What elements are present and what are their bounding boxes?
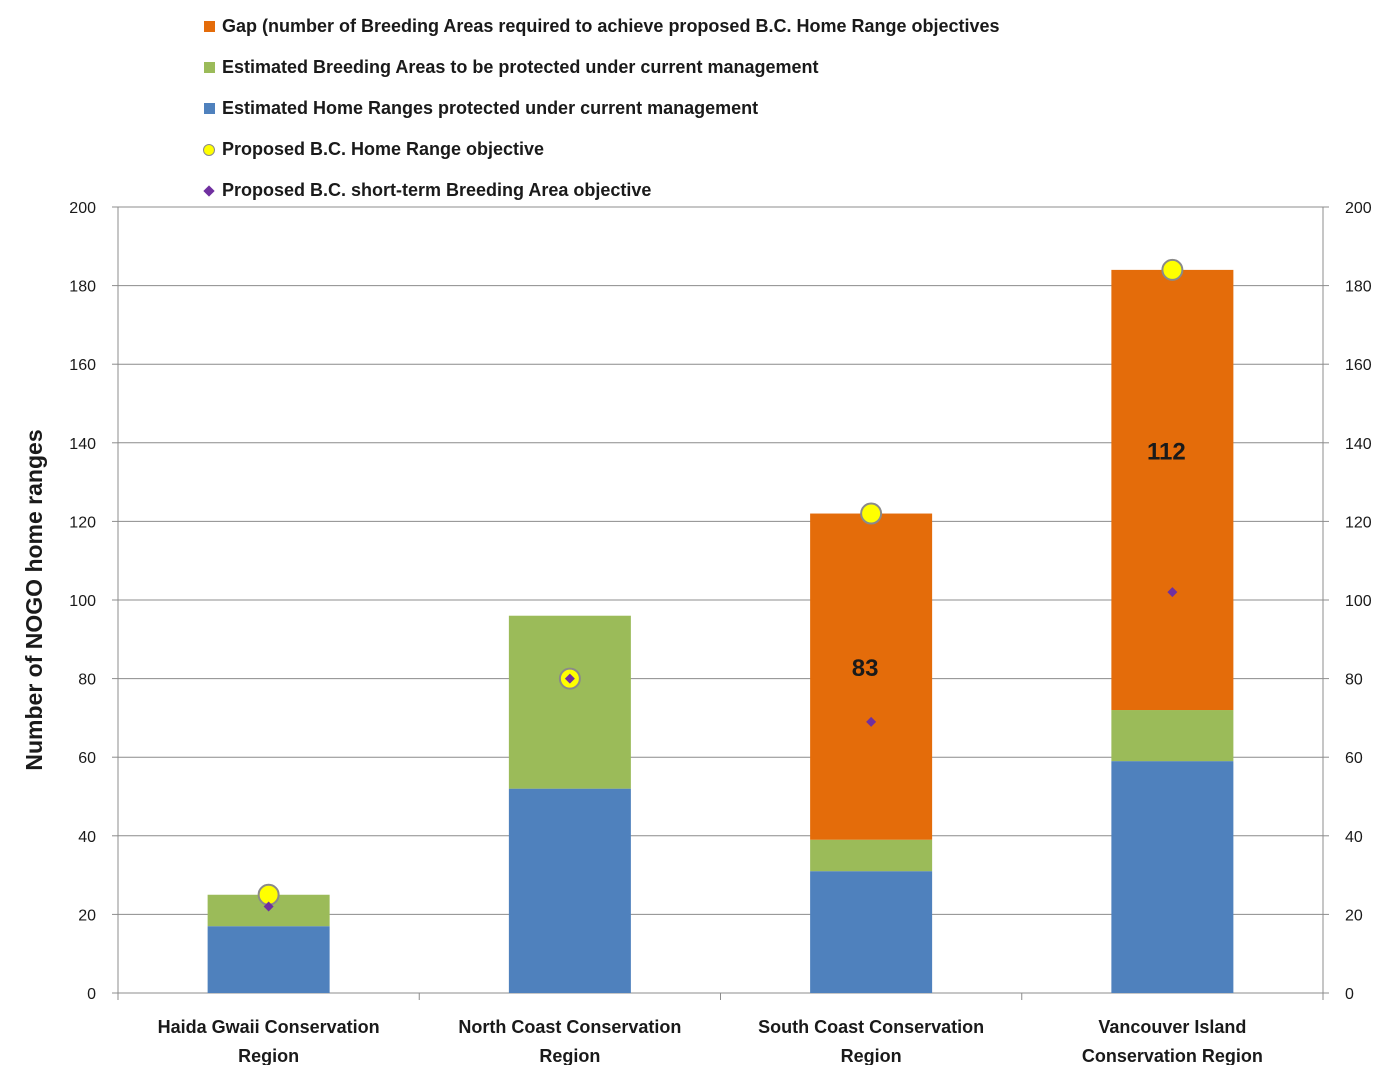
legend-item-breeding-area-objective: Proposed B.C. short-term Breeding Area o… <box>200 170 1000 211</box>
y-tick-label-left-180: 180 <box>69 279 96 296</box>
y-tick-label-left-160: 160 <box>69 357 96 374</box>
y-tick-label-left-0: 0 <box>87 986 96 1003</box>
legend-label-breeding-area-objective: Proposed B.C. short-term Breeding Area o… <box>222 180 652 200</box>
category-label-0-line-0: Haida Gwaii Conservation <box>158 1017 380 1037</box>
y-tick-label-right-40: 40 <box>1345 829 1363 846</box>
legend-item-gap: Gap (number of Breeding Areas required t… <box>200 6 1000 47</box>
category-label-0-line-1: Region <box>238 1046 299 1065</box>
chart-legend: Gap (number of Breeding Areas required t… <box>200 6 1000 211</box>
legend-item-breeding-areas: Estimated Breeding Areas to be protected… <box>200 47 1000 88</box>
legend-item-home-ranges: Estimated Home Ranges protected under cu… <box>200 88 1000 129</box>
y-tick-label-left-200: 200 <box>69 200 96 217</box>
category-label-2-line-0: South Coast Conservation <box>758 1017 984 1037</box>
y-tick-label-left-20: 20 <box>78 907 96 924</box>
bar-1-cat-1 <box>508 615 631 789</box>
legend-circle-marker <box>200 141 218 159</box>
legend-swatch-gap <box>200 18 218 36</box>
y-tick-label-right-140: 140 <box>1345 436 1372 453</box>
data-label-1: 112 <box>1147 439 1186 466</box>
y-tick-label-right-160: 160 <box>1345 357 1372 374</box>
y-tick-label-left-100: 100 <box>69 593 96 610</box>
y-tick-label-right-60: 60 <box>1345 750 1363 767</box>
bar-2-cat-3 <box>1111 269 1234 711</box>
y-tick-label-right-120: 120 <box>1345 514 1372 531</box>
y-tick-label-left-140: 140 <box>69 436 96 453</box>
bar-0-cat-3 <box>1111 761 1234 993</box>
bar-1-cat-2 <box>810 839 933 872</box>
y-tick-label-right-0: 0 <box>1345 986 1354 1003</box>
legend-label-home-ranges: Estimated Home Ranges protected under cu… <box>222 98 759 118</box>
y-tick-label-right-80: 80 <box>1345 672 1363 689</box>
y-tick-label-right-180: 180 <box>1345 279 1372 296</box>
y-tick-label-left-40: 40 <box>78 829 96 846</box>
category-label-3-line-1: Conservation Region <box>1082 1046 1263 1065</box>
category-label-3-line-0: Vancouver Island <box>1098 1017 1246 1037</box>
y-tick-label-right-20: 20 <box>1345 907 1363 924</box>
legend-swatch-home-ranges <box>200 100 218 118</box>
bar-0-cat-1 <box>508 788 631 993</box>
category-label-1-line-0: North Coast Conservation <box>458 1017 681 1037</box>
category-label-1-line-1: Region <box>539 1046 600 1065</box>
legend-label-breeding-areas: Estimated Breeding Areas to be protected… <box>222 57 819 77</box>
y-tick-label-right-200: 200 <box>1345 200 1372 217</box>
bar-2-cat-2 <box>810 513 933 840</box>
y-axis-title: Number of NOGO home ranges <box>21 429 47 770</box>
breeding-area-objective-marker-2 <box>866 716 877 727</box>
data-label-0: 83 <box>852 655 879 682</box>
legend-label-home-range-objective: Proposed B.C. Home Range objective <box>222 139 545 159</box>
breeding-area-objective-marker-3 <box>1167 587 1178 598</box>
breeding-area-objective-marker-1 <box>564 673 575 684</box>
y-tick-label-left-120: 120 <box>69 514 96 531</box>
breeding-area-objective-marker-0 <box>263 901 274 912</box>
home-range-objective-marker-2 <box>860 502 883 525</box>
bar-0-cat-0 <box>207 926 330 993</box>
y-tick-label-right-100: 100 <box>1345 593 1372 610</box>
y-tick-label-left-60: 60 <box>78 750 96 767</box>
home-range-objective-marker-3 <box>1161 258 1184 281</box>
legend-item-home-range-objective: Proposed B.C. Home Range objective <box>200 129 1000 170</box>
category-label-2-line-1: Region <box>841 1046 902 1065</box>
legend-label-gap: Gap (number of Breeding Areas required t… <box>222 16 1000 36</box>
bar-0-cat-2 <box>810 871 933 993</box>
bar-1-cat-3 <box>1111 710 1234 762</box>
y-tick-label-left-80: 80 <box>78 672 96 689</box>
legend-swatch-breeding-areas <box>200 59 218 77</box>
